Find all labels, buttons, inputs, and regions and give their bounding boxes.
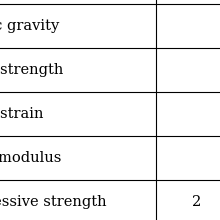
Text: Compressive strength: Compressive strength — [0, 195, 106, 209]
Text: 2: 2 — [192, 195, 201, 209]
Text: Elastic modulus: Elastic modulus — [0, 151, 61, 165]
Text: Tensile strength: Tensile strength — [0, 63, 63, 77]
Text: Specific gravity: Specific gravity — [0, 19, 59, 33]
Text: Tensile strain: Tensile strain — [0, 107, 43, 121]
